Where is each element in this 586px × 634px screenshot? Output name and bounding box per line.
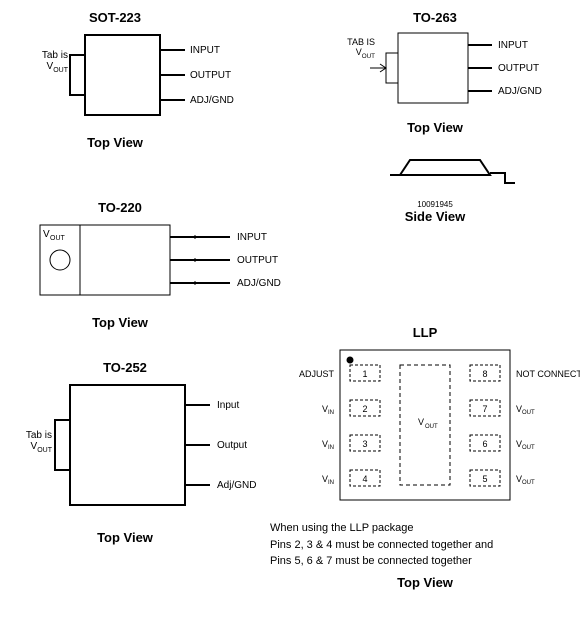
- svg-text:VOUT: VOUT: [516, 404, 535, 416]
- to252-view: Top View: [75, 530, 175, 545]
- to252-title: TO-252: [75, 360, 175, 375]
- to220-vout-label: V: [43, 229, 50, 240]
- to220-block: TO-220: [30, 200, 290, 330]
- svg-text:7: 7: [482, 404, 487, 414]
- to263-tab-label: TAB ISVOUT: [335, 38, 375, 61]
- sot223-pin1-label: INPUT: [190, 45, 220, 56]
- sot223-view: Top View: [70, 135, 160, 150]
- to220-drawing: V OUT INPUT OUTPUT ADJ/GND: [30, 215, 290, 305]
- llp-block: LLP: [270, 325, 580, 590]
- svg-text:NOT CONNECTED: NOT CONNECTED: [516, 369, 580, 379]
- to220-pin2-label: OUTPUT: [237, 255, 278, 266]
- svg-text:VIN: VIN: [322, 404, 334, 416]
- svg-text:ADJUST: ADJUST: [299, 369, 335, 379]
- to263-side-drawing: [370, 145, 530, 195]
- llp-note-line1: When using the LLP package: [270, 522, 414, 534]
- llp-view: Top View: [380, 575, 470, 590]
- to252-pin2-label: Output: [217, 440, 247, 451]
- to263-pin1-label: INPUT: [498, 40, 528, 51]
- svg-text:VOUT: VOUT: [516, 439, 535, 451]
- sot223-tab-label: Tab isVOUT: [20, 50, 68, 75]
- to252-pin3-label: Adj/GND: [217, 480, 256, 491]
- to220-view: Top View: [70, 315, 170, 330]
- to263-title: TO-263: [395, 10, 475, 25]
- svg-text:5: 5: [482, 474, 487, 484]
- to263-side-view: Side View: [395, 209, 475, 224]
- to252-pin1-label: Input: [217, 400, 239, 411]
- svg-text:1: 1: [362, 369, 367, 379]
- to252-drawing: Input Output Adj/GND: [15, 375, 265, 515]
- llp-note-line3: Pins 5, 6 & 7 must be connected together: [270, 555, 472, 567]
- sot223-pin2-label: OUTPUT: [190, 70, 231, 81]
- to220-title: TO-220: [70, 200, 170, 215]
- svg-text:8: 8: [482, 369, 487, 379]
- svg-text:VIN: VIN: [322, 439, 334, 451]
- sot223-block: SOT-223 INPUT OUTPUT ADJ/GND Tab isVOUT …: [30, 10, 250, 150]
- llp-note: When using the LLP package Pins 2, 3 & 4…: [270, 520, 580, 570]
- sot223-pin3-label: ADJ/GND: [190, 95, 234, 106]
- svg-text:VOUT: VOUT: [516, 474, 535, 486]
- svg-text:6: 6: [482, 439, 487, 449]
- to252-block: TO-252 Input Output Adj/GND Tab isVOUT T…: [15, 360, 265, 545]
- svg-text:VIN: VIN: [322, 474, 334, 486]
- svg-text:OUT: OUT: [425, 424, 438, 430]
- svg-text:4: 4: [362, 474, 367, 484]
- to252-tab-label: Tab isVOUT: [10, 430, 52, 455]
- svg-text:3: 3: [362, 439, 367, 449]
- sot223-drawing: INPUT OUTPUT ADJ/GND: [30, 25, 250, 125]
- to263-pin2-label: OUTPUT: [498, 63, 539, 74]
- to220-pin3-label: ADJ/GND: [237, 278, 281, 289]
- svg-text:2: 2: [362, 404, 367, 414]
- to263-block: TO-263 INPUT OUTPUT ADJ/GND TAB ISVOUT: [340, 10, 570, 224]
- to220-pin1-label: INPUT: [237, 232, 267, 243]
- svg-text:V: V: [418, 417, 424, 427]
- llp-title: LLP: [380, 325, 470, 340]
- to263-view: Top View: [395, 120, 475, 135]
- svg-text:OUT: OUT: [50, 235, 66, 242]
- llp-note-line2: Pins 2, 3 & 4 must be connected together…: [270, 539, 493, 551]
- llp-drawing: 1 2 3 4 8 7 6 5 V OUT ADJUST VIN VIN VIN: [270, 340, 580, 510]
- sot223-title: SOT-223: [70, 10, 160, 25]
- to263-pin3-label: ADJ/GND: [498, 86, 542, 97]
- to263-side-id: 10091945: [395, 200, 475, 209]
